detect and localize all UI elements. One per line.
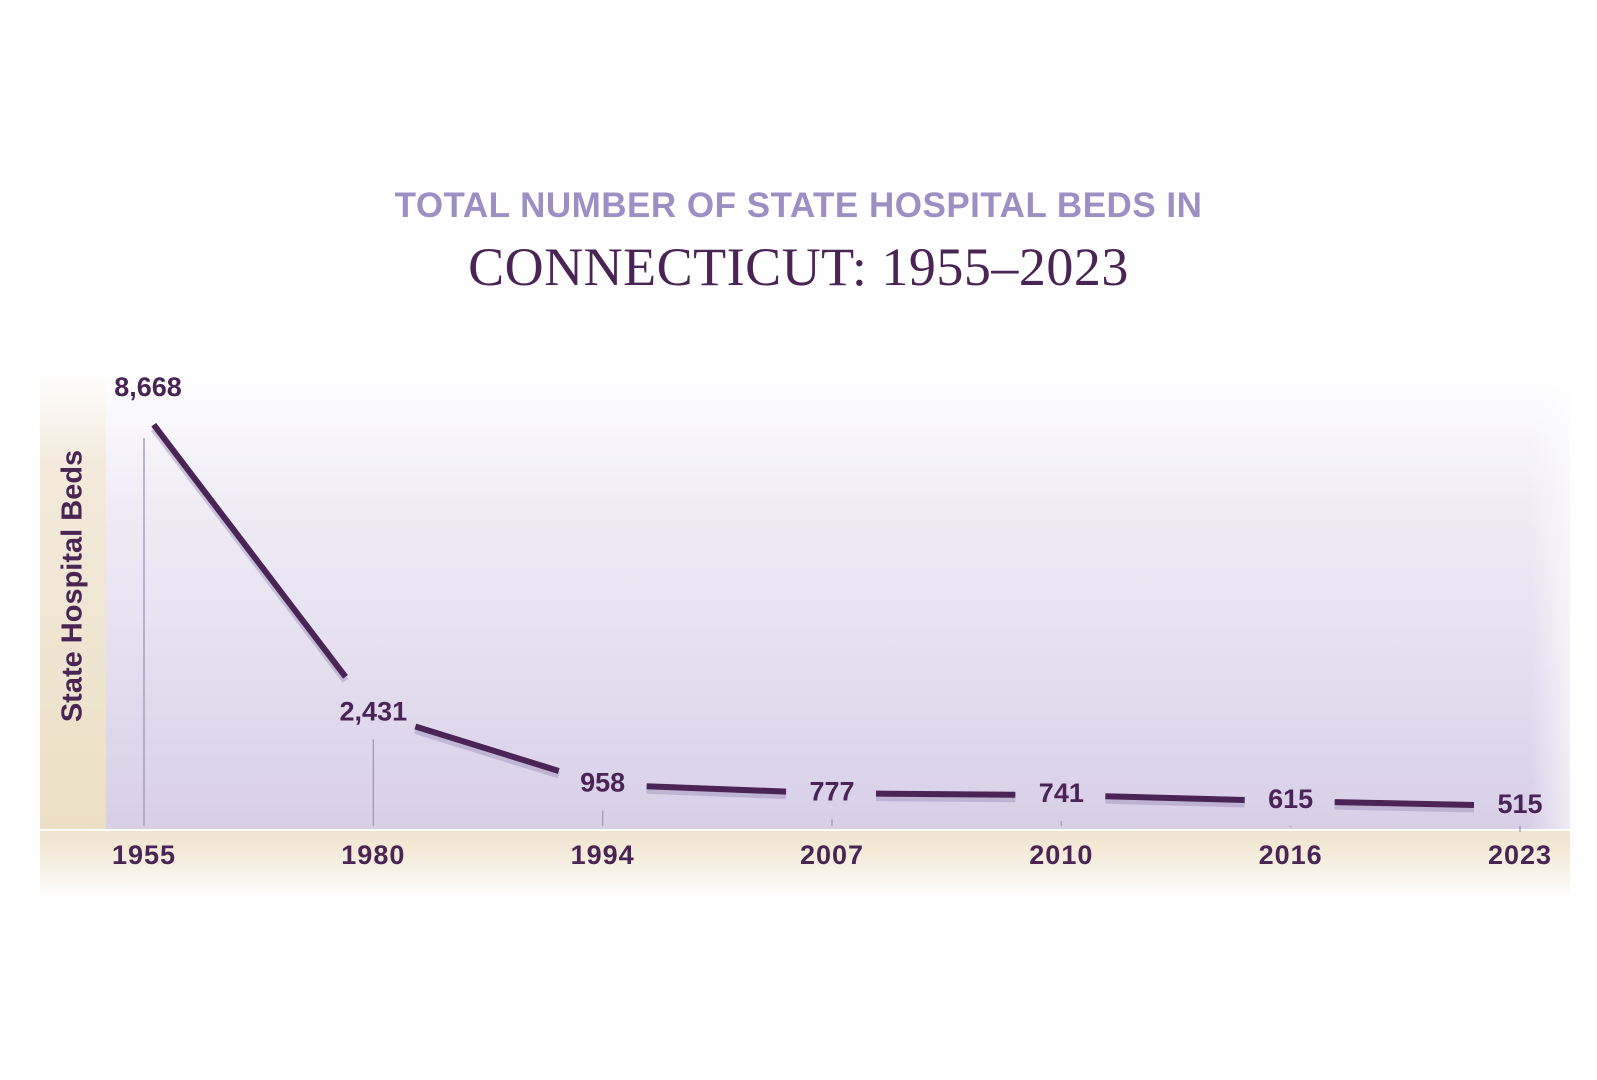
chart-title-line2: CONNECTICUT: 1955–2023 bbox=[468, 237, 1129, 297]
data-labels: 8,668 2,431 958 777 741 615 515 bbox=[114, 372, 1542, 819]
x-axis-band bbox=[40, 830, 1570, 898]
line-segment-1955-1980 bbox=[151, 422, 348, 679]
data-label-2023: 515 bbox=[1497, 789, 1542, 819]
y-axis-band bbox=[40, 372, 106, 830]
x-tick-label-2023: 2023 bbox=[1488, 840, 1552, 870]
data-label-1980: 2,431 bbox=[340, 696, 408, 726]
data-label-1994: 958 bbox=[580, 768, 625, 798]
x-tick-label-2007: 2007 bbox=[800, 840, 864, 870]
line-shadow-1994 bbox=[646, 786, 787, 800]
data-label-2010: 741 bbox=[1039, 778, 1084, 808]
plot-fade-right bbox=[1530, 372, 1570, 830]
series-line bbox=[150, 422, 1475, 813]
line-shadow-2007 bbox=[875, 794, 1016, 803]
line-segment-1994-2007 bbox=[646, 783, 787, 795]
x-tick-label-2010: 2010 bbox=[1029, 840, 1093, 870]
line-shadow-1980 bbox=[414, 727, 560, 779]
x-tick-label-1980: 1980 bbox=[341, 840, 405, 870]
drop-lines bbox=[143, 438, 1521, 832]
x-tick-label-1955: 1955 bbox=[112, 840, 176, 870]
x-tick-label-2016: 2016 bbox=[1259, 840, 1323, 870]
plot-area bbox=[40, 372, 1570, 830]
data-label-2007: 777 bbox=[809, 776, 854, 806]
line-segment-2016-2023 bbox=[1334, 799, 1475, 809]
line-shadow-2010 bbox=[1105, 796, 1245, 808]
x-tick-labels: 1955 1980 1994 2007 2010 2016 2023 bbox=[112, 840, 1552, 870]
chart-title-line1: TOTAL NUMBER OF STATE HOSPITAL BEDS IN bbox=[394, 186, 1203, 225]
line-segment-2010-2016 bbox=[1105, 793, 1245, 803]
line-segment-1980-1994 bbox=[414, 723, 560, 774]
line-segment-2007-2010 bbox=[875, 790, 1016, 798]
data-label-1955: 8,668 bbox=[114, 372, 182, 402]
line-shadow-2016 bbox=[1334, 802, 1475, 813]
y-axis-label: State Hospital Beds bbox=[56, 449, 89, 723]
data-label-2016: 615 bbox=[1268, 784, 1313, 814]
x-tick-label-1994: 1994 bbox=[571, 840, 635, 870]
